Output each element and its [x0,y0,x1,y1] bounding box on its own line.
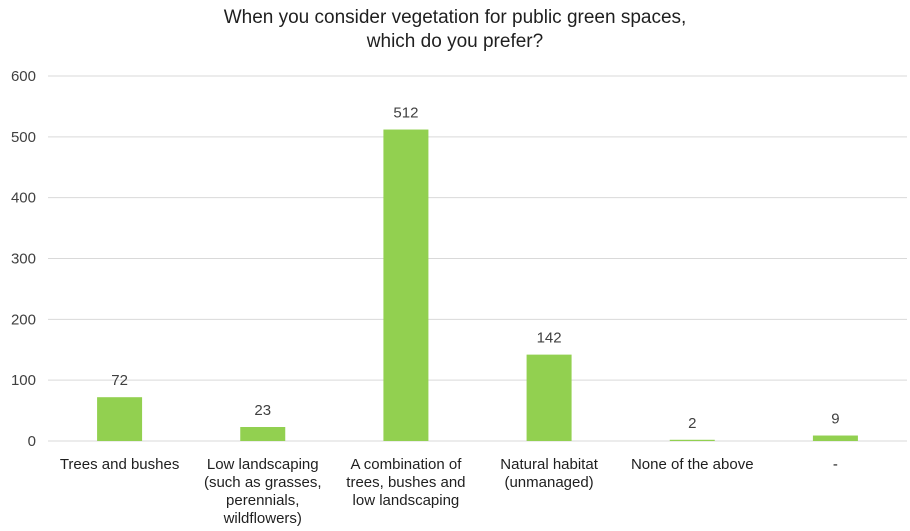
x-tick-label: A combination of trees, bushes and low lan… [346,456,465,509]
data-label: 9 [831,411,839,428]
y-tick-label: 300 [11,251,36,268]
x-axis: Trees and bushes Low landscaping (such as … [60,456,838,527]
y-tick-label: 400 [11,190,36,207]
x-tick-label-line: None of the above [631,456,754,473]
y-tick-label: 200 [11,311,36,328]
bars [97,129,858,442]
x-tick-label-line: low landscaping [353,492,460,509]
x-tick-label-line: Natural habitat [500,456,598,473]
x-tick-label: - [833,456,838,473]
x-tick-label: Low landscaping (such as grasses, perennia… [204,456,322,527]
chart-title-line-1: When you consider vegetation for public … [223,7,687,28]
x-tick-label-line: perennials, [226,492,299,509]
bar [526,354,572,441]
data-label: 72 [111,372,128,389]
x-tick-label-line: - [833,456,838,473]
data-label: 23 [254,402,271,419]
data-label: 142 [537,330,562,347]
x-tick-label-line: trees, bushes and [346,474,465,491]
data-label: 512 [393,105,418,122]
bar [97,397,143,441]
x-tick-label: Natural habitat (unmanaged) [500,456,598,491]
x-tick-label-line: Trees and bushes [60,456,180,473]
chart-title: When you consider vegetation for public … [0,6,910,54]
x-tick-label: None of the above [631,456,754,473]
data-labels: 72 23 512 142 2 9 [111,105,839,432]
x-tick-label-line: (unmanaged) [504,474,593,491]
x-tick-label-line: A combination of [350,456,462,473]
chart-title-line-2: which do you prefer? [366,31,544,52]
bar [812,435,858,441]
x-tick-label-line: (such as grasses, [204,474,322,491]
y-tick-label: 100 [11,372,36,389]
gridlines [48,75,907,442]
y-tick-label: 500 [11,129,36,146]
bar [383,129,429,442]
x-tick-label: Trees and bushes [60,456,180,473]
y-axis: 0 100 200 300 400 500 600 [11,68,36,450]
y-tick-label: 0 [28,433,36,450]
y-tick-label: 600 [11,68,36,85]
x-tick-label-line: wildflowers) [223,510,302,527]
data-label: 2 [688,415,696,432]
x-tick-label-line: Low landscaping [207,456,319,473]
bar [240,427,286,441]
bar [669,439,715,441]
